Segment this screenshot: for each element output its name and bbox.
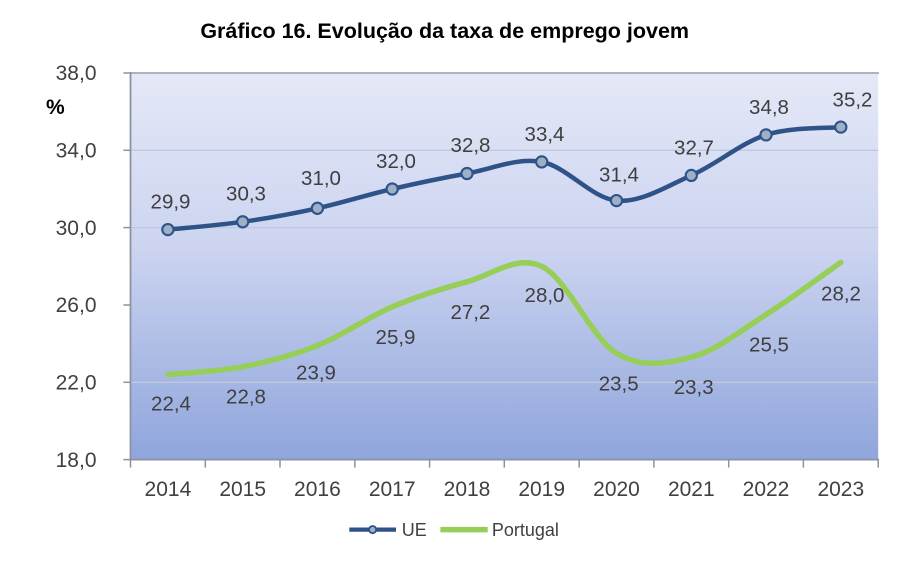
- svg-text:Gráfico 16. Evolução da taxa d: Gráfico 16. Evolução da taxa de emprego …: [200, 19, 689, 43]
- svg-text:30,0: 30,0: [56, 217, 97, 240]
- svg-text:31,4: 31,4: [599, 164, 639, 187]
- svg-text:27,2: 27,2: [450, 301, 490, 324]
- svg-text:25,9: 25,9: [376, 326, 416, 349]
- svg-text:29,9: 29,9: [151, 191, 191, 214]
- svg-text:25,5: 25,5: [749, 334, 789, 357]
- svg-text:35,2: 35,2: [833, 89, 873, 112]
- svg-text:32,8: 32,8: [451, 134, 491, 157]
- svg-text:UE: UE: [402, 520, 427, 540]
- svg-text:2022: 2022: [743, 478, 790, 501]
- svg-text:26,0: 26,0: [56, 294, 97, 317]
- svg-text:31,0: 31,0: [301, 167, 341, 190]
- svg-text:33,4: 33,4: [525, 123, 565, 146]
- svg-text:2014: 2014: [145, 478, 192, 501]
- svg-text:23,5: 23,5: [599, 373, 639, 396]
- svg-text:34,0: 34,0: [56, 140, 97, 163]
- svg-text:18,0: 18,0: [56, 449, 97, 472]
- svg-text:22,0: 22,0: [56, 372, 97, 395]
- svg-text:2020: 2020: [593, 478, 640, 501]
- svg-text:32,7: 32,7: [674, 137, 714, 160]
- svg-text:32,0: 32,0: [376, 150, 416, 173]
- svg-text:2023: 2023: [817, 478, 864, 501]
- svg-text:2021: 2021: [668, 478, 715, 501]
- svg-text:30,3: 30,3: [226, 183, 266, 206]
- svg-text:22,8: 22,8: [226, 386, 266, 409]
- svg-text:2019: 2019: [518, 478, 565, 501]
- svg-text:38,0: 38,0: [56, 62, 97, 85]
- svg-text:28,0: 28,0: [525, 284, 565, 307]
- svg-text:23,3: 23,3: [674, 376, 714, 399]
- svg-text:2016: 2016: [294, 478, 341, 501]
- svg-text:%: %: [46, 96, 65, 119]
- svg-text:2018: 2018: [444, 478, 491, 501]
- svg-text:34,8: 34,8: [749, 96, 789, 119]
- svg-text:Portugal: Portugal: [492, 520, 559, 540]
- svg-text:22,4: 22,4: [151, 393, 191, 416]
- svg-text:2017: 2017: [369, 478, 416, 501]
- svg-text:23,9: 23,9: [296, 362, 336, 385]
- svg-text:28,2: 28,2: [821, 283, 861, 306]
- svg-text:2015: 2015: [219, 478, 266, 501]
